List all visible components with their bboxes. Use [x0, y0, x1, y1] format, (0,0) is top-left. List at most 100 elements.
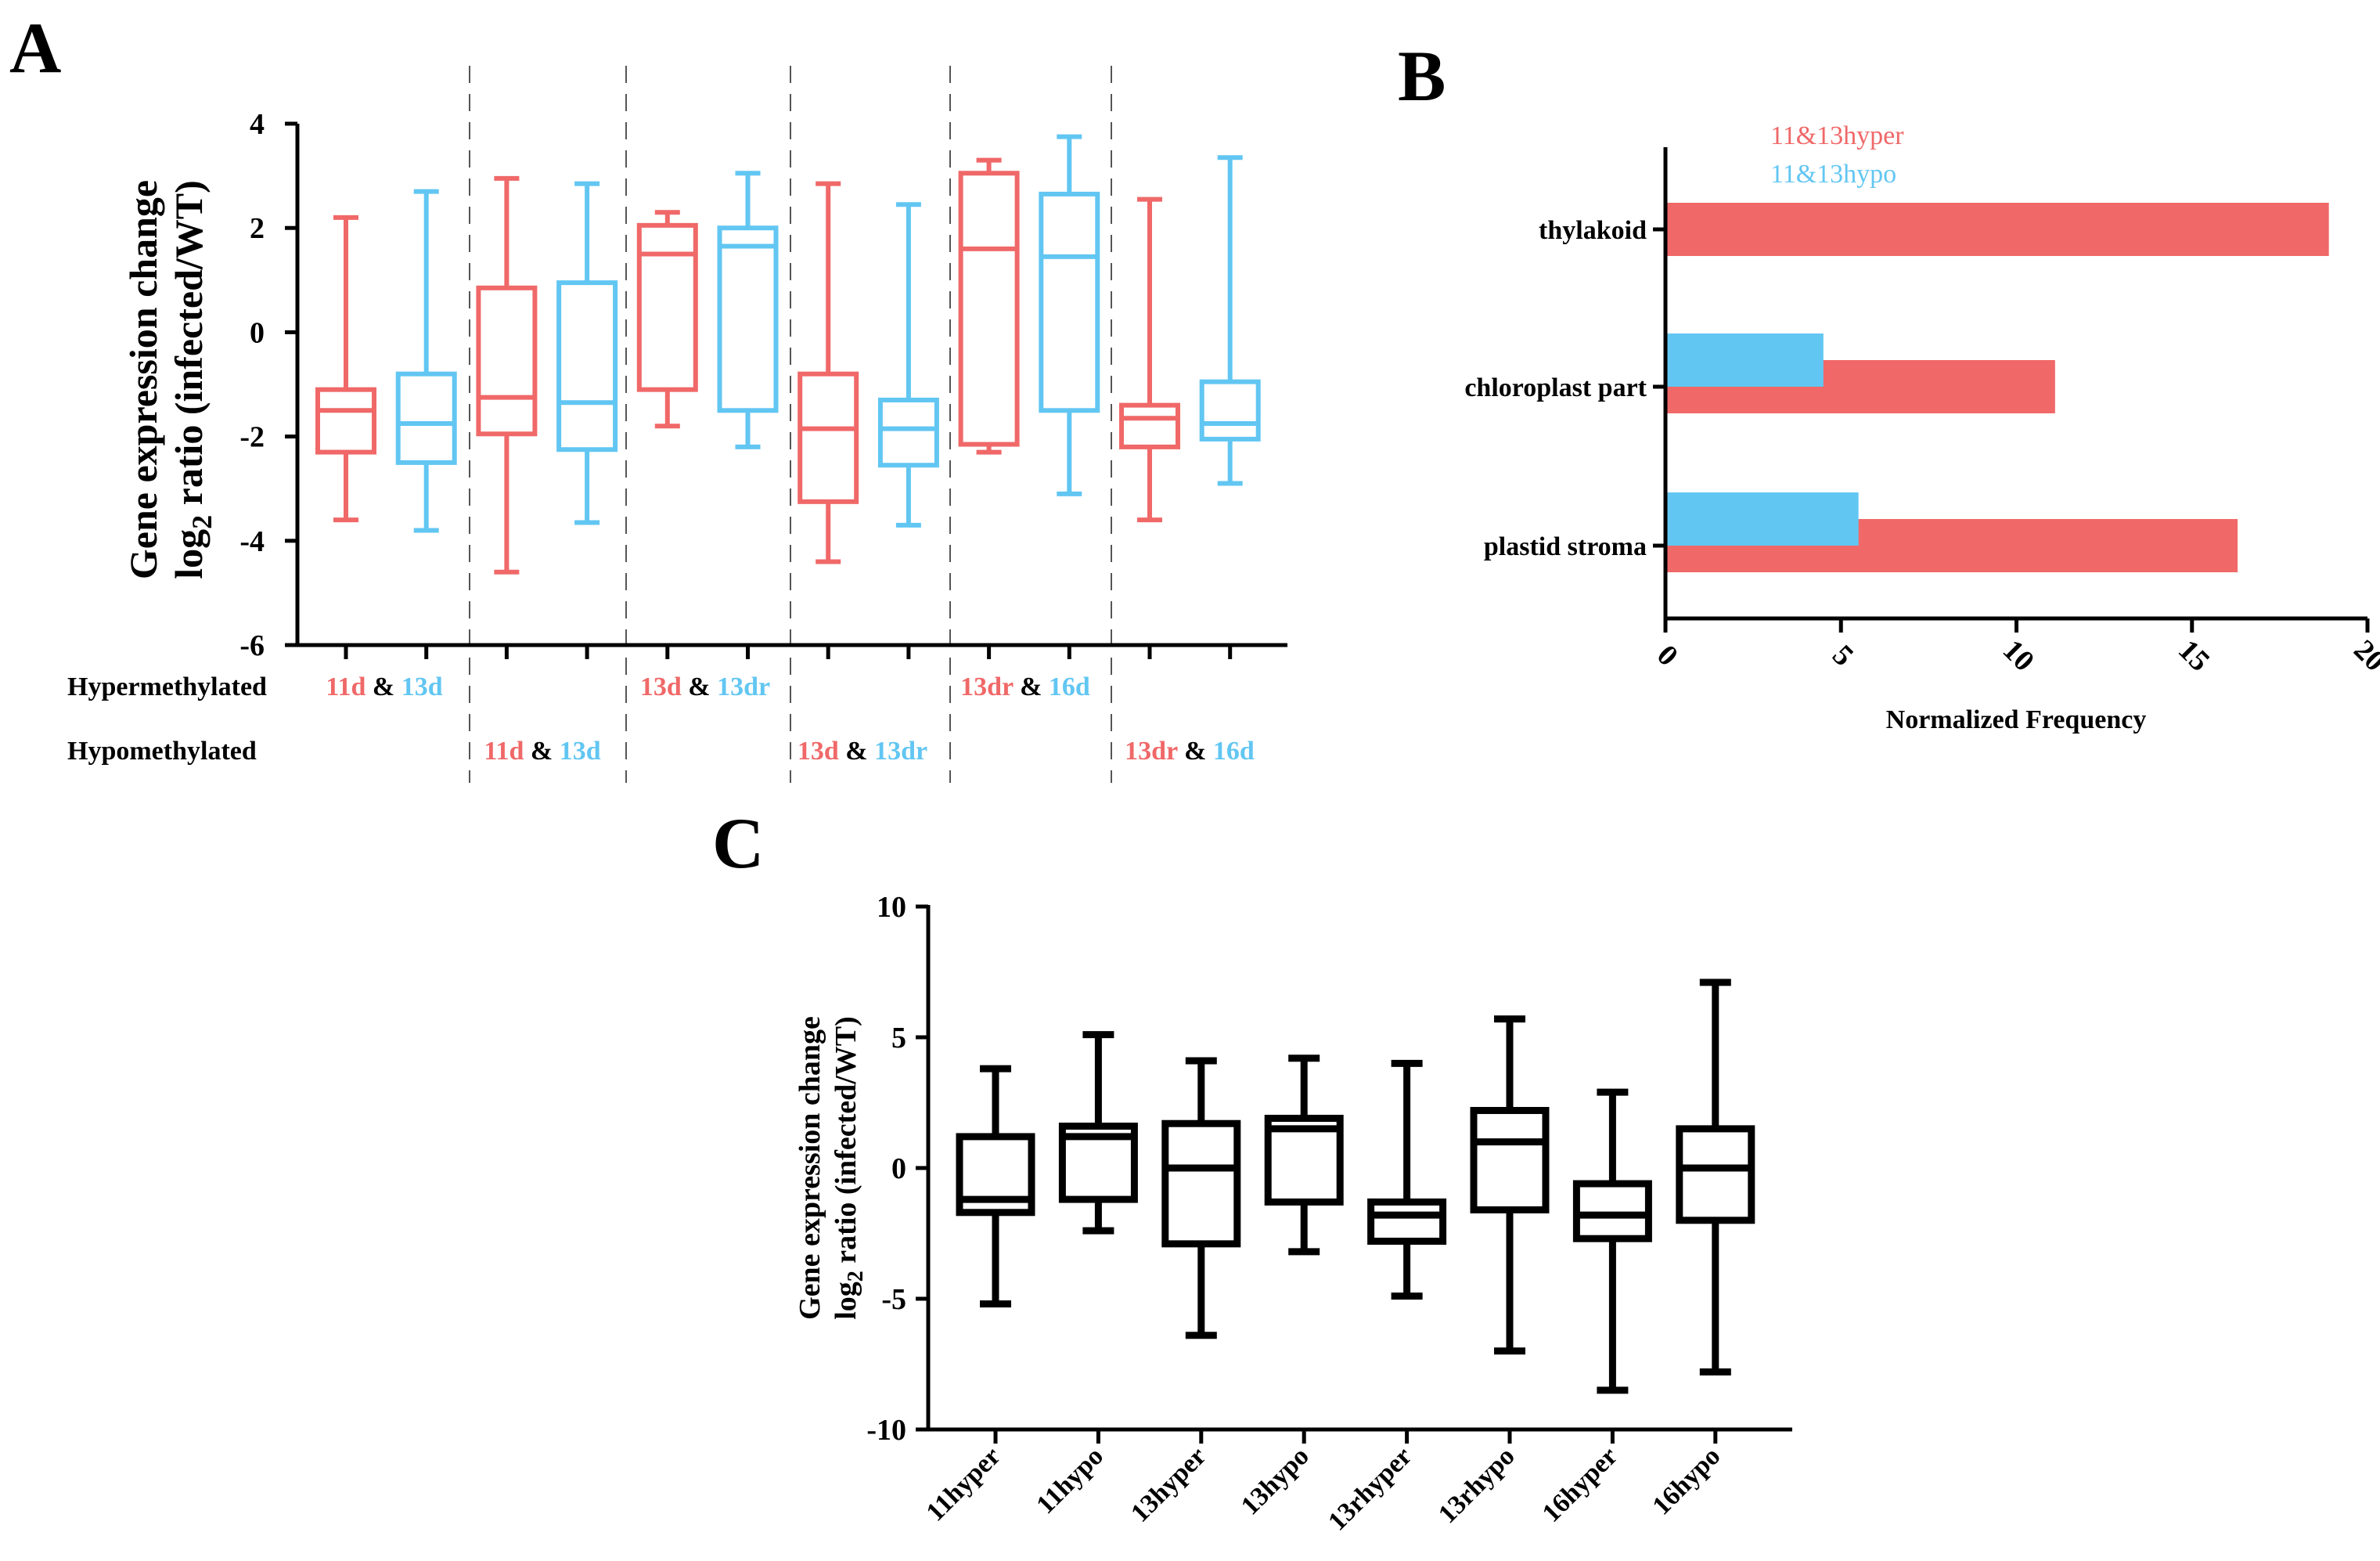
condition-first: 11d: [326, 672, 365, 701]
category-label-c: 13rhyper: [1323, 1441, 1417, 1536]
box-a-3: [476, 175, 538, 575]
box-iqr: [798, 371, 859, 504]
y-tick-label-a: 0: [250, 316, 265, 349]
y-tick-label-a: 2: [250, 212, 265, 245]
panel-label-c: C: [712, 803, 764, 883]
condition-second: 13dr: [717, 672, 770, 701]
box-iqr: [717, 225, 779, 413]
y-tick-label-c: -5: [881, 1283, 906, 1316]
condition-second: 13dr: [874, 737, 927, 766]
box-iqr: [636, 222, 698, 392]
box-a-9: [958, 157, 1020, 455]
category-label-c: 13hypo: [1236, 1441, 1315, 1520]
box-a-10: [1039, 134, 1100, 496]
box-c-11hyper: [956, 1065, 1035, 1308]
bar-hypo: [1665, 333, 1824, 387]
y-tick-label-c: 5: [891, 1022, 906, 1054]
box-a-2: [395, 189, 457, 533]
y-ticks-c: 10 5 0 -5 -10: [866, 891, 928, 1447]
condition-second: 16d: [1213, 737, 1255, 766]
box-c-16hyper: [1572, 1088, 1652, 1394]
box-iqr: [958, 171, 1020, 447]
box-a-4: [556, 181, 618, 525]
condition-hypo-6: 13dr & 16d: [1125, 737, 1255, 766]
box-c-13rhypo: [1470, 1015, 1550, 1355]
box-iqr: [1119, 402, 1180, 449]
category-labels-c: 11hyper 11hypo 13hyper 13hypo 13rhyper 13rhyp…: [921, 1429, 1726, 1536]
category-labels-b: thylakoid chloroplast part plastid stroma: [1464, 216, 1665, 561]
x-ticks-a: [344, 645, 1233, 659]
box-a-8: [877, 202, 939, 528]
condition-second: 13d: [560, 737, 601, 766]
box-a-11: [1119, 196, 1180, 523]
legend-item-hypo: 11&13hypo: [1770, 160, 1896, 189]
box-iqr: [556, 280, 618, 452]
legend-item-hyper: 11&13hyper: [1770, 121, 1904, 150]
box-iqr: [1470, 1107, 1550, 1213]
y-tick-label-c: -10: [866, 1414, 906, 1447]
y-tick-label-a: -2: [239, 421, 265, 454]
box-iqr: [1161, 1119, 1241, 1248]
condition-first: 13dr: [960, 672, 1014, 701]
category-label-c: 11hypo: [1031, 1441, 1109, 1520]
box-a-7: [798, 181, 859, 564]
box-a-1: [315, 215, 376, 523]
y-tick-label-c: 0: [891, 1152, 906, 1185]
box-iqr: [1676, 1125, 1755, 1224]
condition-hyper-1: 11d & 13d: [326, 672, 442, 701]
condition-amp: &: [524, 737, 559, 766]
group-separators: [469, 66, 1112, 783]
y-tick-label-a: -6: [239, 629, 265, 662]
box-a-6: [717, 171, 779, 449]
y-axis-title-c-line2: log2 ratio (infected/WT): [830, 1016, 868, 1320]
row-label-hypermethylated: Hypermethylated: [67, 672, 267, 701]
category-label-b: chloroplast part: [1464, 373, 1647, 402]
legend-b: 11&13hyper 11&13hypo: [1770, 121, 1904, 189]
condition-hypo-4: 13d & 13dr: [798, 737, 927, 766]
condition-amp: &: [365, 672, 401, 701]
box-c-11hypo: [1058, 1031, 1138, 1235]
panel-label-a: A: [9, 8, 61, 88]
box-iqr: [395, 371, 457, 465]
category-label-c: 11hyper: [921, 1441, 1006, 1527]
x-tick-label-b: 0: [1651, 639, 1684, 672]
y-tick-label-a: 4: [250, 108, 265, 141]
box-iqr: [1199, 379, 1261, 442]
y-axis-title-a-line2: log2 ratio (infected/WT): [167, 180, 218, 579]
y-axis-title-c-line1: Gene expression change: [794, 1016, 826, 1320]
condition-second: 16d: [1049, 672, 1090, 701]
row-label-hypomethylated: Hypomethylated: [67, 737, 257, 766]
condition-first: 13d: [640, 672, 682, 701]
x-axis-title-b: Normalized Frequency: [1886, 705, 2147, 734]
category-label-b: thylakoid: [1539, 216, 1647, 245]
condition-hyper-3: 13d & 13dr: [640, 672, 770, 701]
bar-hyper: [1665, 203, 2329, 256]
condition-second: 13d: [401, 672, 443, 701]
condition-hypo-2: 11d & 13d: [484, 737, 600, 766]
y-tick-label-a: -4: [239, 525, 265, 558]
x-tick-label-b: 5: [1826, 639, 1860, 672]
y-ticks-a: 4 2 0 -2 -4 -6: [239, 108, 297, 662]
condition-amp: &: [1178, 737, 1213, 766]
box-c-13hyper: [1161, 1057, 1241, 1339]
bar-hypo: [1665, 492, 1859, 546]
boxes-c: [956, 979, 1755, 1394]
box-c-13rhyper: [1367, 1059, 1447, 1300]
box-iqr: [315, 387, 376, 455]
y-axis-title-a-line1: Gene expression change: [121, 180, 165, 579]
category-label-c: 16hyper: [1537, 1441, 1623, 1527]
panel-b: 11&13hyper 11&13hypo thylakoid chloroplast…: [1464, 121, 2380, 734]
box-a-5: [636, 210, 698, 429]
box-a-12: [1199, 155, 1261, 486]
bars-b: [1665, 203, 2329, 572]
x-ticks-b: 0 5 10 15 20: [1651, 618, 2380, 678]
box-iqr: [1039, 191, 1100, 413]
condition-first: 13dr: [1125, 737, 1178, 766]
condition-hyper-5: 13dr & 16d: [960, 672, 1090, 701]
box-iqr: [476, 285, 538, 437]
condition-amp: &: [682, 672, 717, 701]
x-tick-label-b: 15: [2172, 633, 2216, 678]
x-tick-label-b: 10: [1997, 633, 2041, 678]
